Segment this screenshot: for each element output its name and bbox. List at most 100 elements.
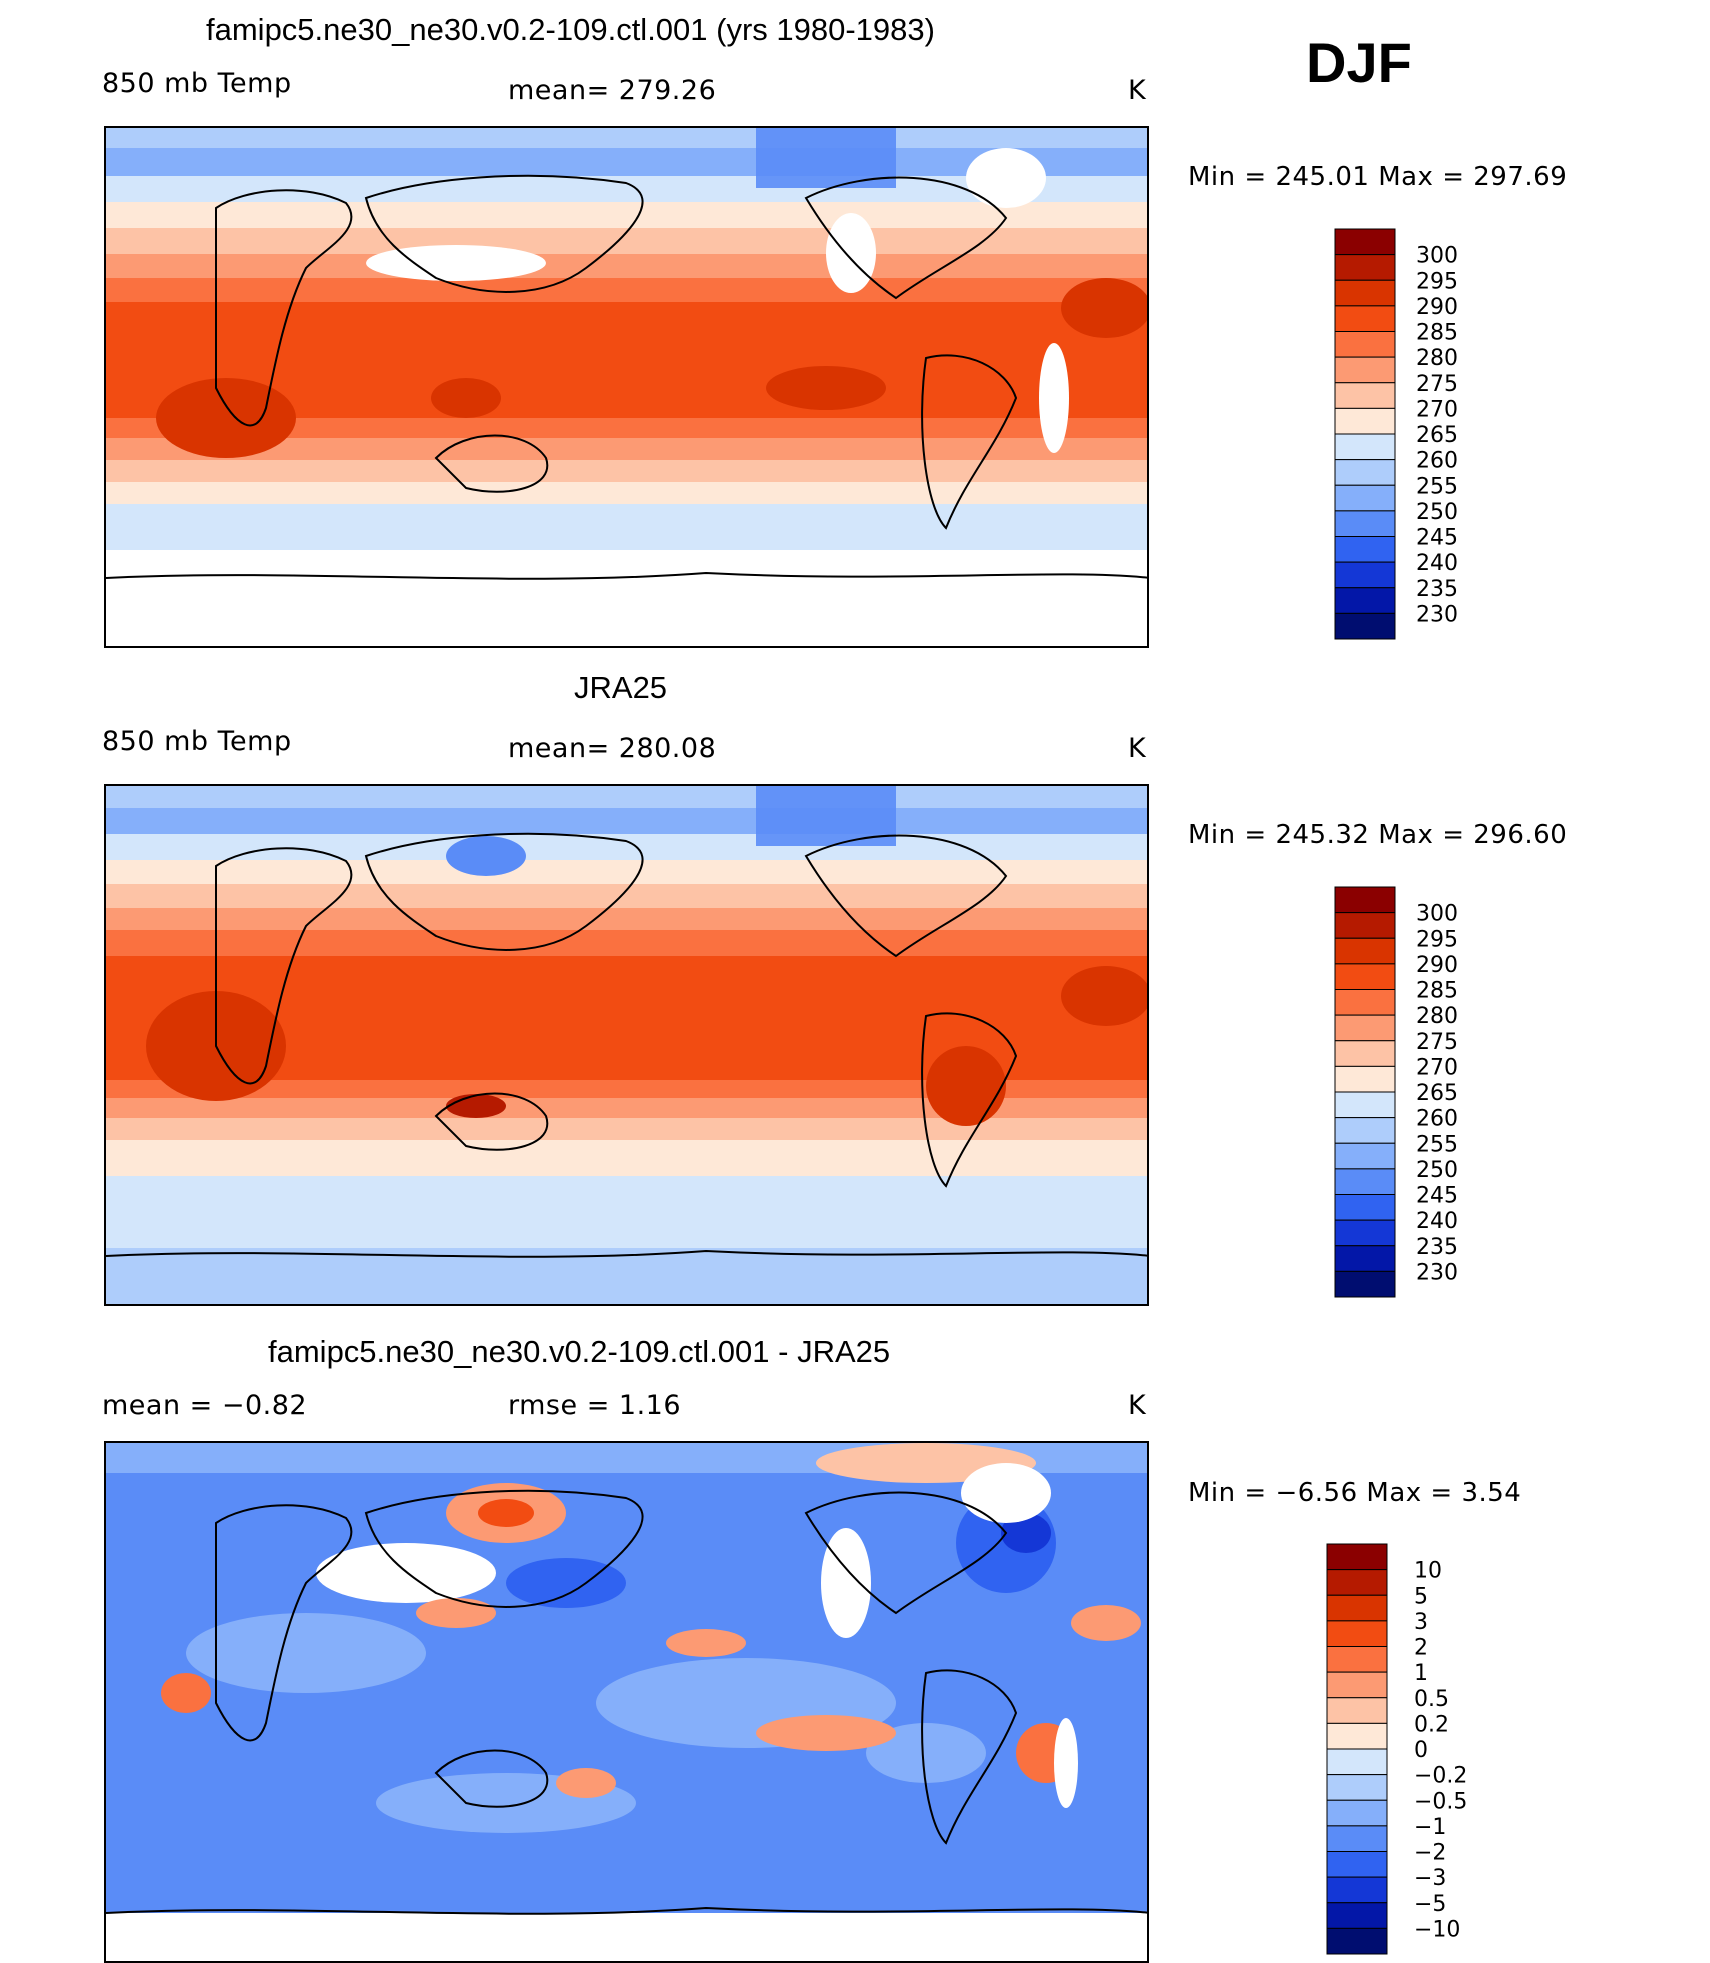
panel-3-colorbar-swatch: [1326, 1876, 1388, 1904]
panel-2-mean-label: mean= 280.08: [508, 733, 717, 764]
panel-1-colorbar-swatch: [1334, 279, 1396, 307]
panel-2-map-svg: [106, 786, 1147, 1304]
panel-1-colorbar-swatch: [1334, 305, 1396, 332]
panel-2-colorbar-swatch: [1334, 1168, 1396, 1195]
panel-1-colorbar-tick-label: 285: [1416, 321, 1458, 346]
panel-2-colorbar-tick-label: 240: [1416, 1209, 1458, 1234]
panel-1-colorbar-swatch: [1334, 561, 1396, 589]
panel-3-colorbar-tick-label: 5: [1414, 1584, 1428, 1609]
panel-3-colorbar-tick-label: −2: [1414, 1841, 1446, 1866]
panel-2-colorbar-tick-label: 280: [1416, 1004, 1458, 1029]
panel-3-colorbar-tick-label: 10: [1414, 1559, 1442, 1584]
panel-1-colorbar-tick-label: 270: [1416, 397, 1458, 422]
panel-3-title: famipc5.ne30_ne30.v0.2-109.ctl.001 - JRA…: [268, 1334, 891, 1369]
panel-1-colorbar-swatch: [1334, 356, 1396, 384]
panel-3-colorbar-swatch: [1326, 1722, 1388, 1750]
panel-2-map: [104, 784, 1149, 1306]
panel-2-colorbar-swatch: [1334, 1065, 1396, 1093]
panel-2-colorbar-tick-label: 235: [1416, 1235, 1458, 1260]
panel-3-colorbar-tick-label: 0: [1414, 1738, 1428, 1763]
panel-1-colorbar-swatch: [1334, 407, 1396, 435]
panel-1-colorbar-tick-label: 275: [1416, 372, 1458, 397]
panel-1-colorbar-tick-label: 300: [1416, 244, 1458, 269]
panel-1-title: famipc5.ne30_ne30.v0.2-109.ctl.001 (yrs …: [206, 12, 935, 47]
panel-3-colorbar-swatch: [1326, 1799, 1388, 1827]
panel-1-variable-label: 850 mb Temp: [102, 68, 292, 99]
panel-2-colorbar-tick-label: 265: [1416, 1081, 1458, 1106]
panel-2-colorbar-swatch: [1334, 886, 1396, 914]
panel-3-map: [104, 1441, 1149, 1963]
panel-1-colorbar-tick-label: 290: [1416, 295, 1458, 320]
panel-3-colorbar-swatch: [1326, 1927, 1388, 1955]
panel-3-colorbar-tick-label: 3: [1414, 1610, 1428, 1635]
panel-3-rmse-label: rmse = 1.16: [508, 1390, 682, 1421]
panel-1-colorbar-tick-label: 240: [1416, 551, 1458, 576]
panel-2-colorbar-swatch: [1334, 963, 1396, 990]
panel-1-map-svg: [106, 128, 1147, 646]
panel-1-colorbar-swatch: [1334, 510, 1396, 537]
panel-3-colorbar-swatch: [1326, 1851, 1388, 1878]
panel-2-units-label: K: [1128, 733, 1147, 764]
panel-1-min-max: Min = 245.01 Max = 297.69: [1188, 162, 1568, 192]
panel-1-colorbar-svg: 3002952902852802752702652602552502452402…: [1334, 228, 1458, 640]
panel-3-colorbar-tick-label: −1: [1414, 1815, 1446, 1840]
season-label: DJF: [1306, 31, 1412, 94]
panel-3-colorbar-tick-label: 0.5: [1414, 1687, 1449, 1712]
panel-3-colorbar-swatch: [1326, 1569, 1388, 1596]
panel-3-colorbar-swatch: [1326, 1825, 1388, 1852]
panel-3-map-svg: [106, 1443, 1147, 1961]
panel-2-colorbar-tick-label: 260: [1416, 1107, 1458, 1132]
panel-2-colorbar-swatch: [1334, 989, 1396, 1016]
panel-1-colorbar-tick-label: 230: [1416, 602, 1458, 627]
panel-1-colorbar-tick-label: 280: [1416, 346, 1458, 371]
panel-1-colorbar-swatch: [1334, 382, 1396, 409]
panel-2-colorbar-swatch: [1334, 1194, 1396, 1221]
panel-2-colorbar-tick-label: 245: [1416, 1184, 1458, 1209]
panel-3-colorbar-swatch: [1326, 1543, 1388, 1571]
panel-1-units-label: K: [1128, 75, 1147, 106]
panel-2-colorbar-swatch: [1334, 1245, 1396, 1272]
panel-3-colorbar-swatch: [1326, 1774, 1388, 1801]
panel-2-colorbar-tick-label: 300: [1416, 902, 1458, 927]
panel-3-colorbar-swatch: [1326, 1671, 1388, 1699]
panel-3-colorbar-swatch: [1326, 1697, 1388, 1724]
panel-1-colorbar-tick-label: 260: [1416, 449, 1458, 474]
panel-3-colorbar-swatch: [1326, 1620, 1388, 1647]
panel-2-title: JRA25: [574, 670, 668, 705]
panel-3-colorbar: 10 5 3 2 1 0.5 0.2 0 −0.2 −0.5 −1 −2 −3 −5 −10: [1326, 1543, 1554, 1955]
panel-1-colorbar-tick-label: 265: [1416, 423, 1458, 448]
panel-2-colorbar-swatch: [1334, 1117, 1396, 1144]
panel-3-units-label: K: [1128, 1390, 1147, 1421]
panel-3-min-max: Min = −6.56 Max = 3.54: [1188, 1478, 1522, 1508]
panel-2-colorbar-swatch: [1334, 1142, 1396, 1170]
panel-1-colorbar-tick-label: 245: [1416, 526, 1458, 551]
panel-1-map: [104, 126, 1149, 648]
panel-3-colorbar-tick-label: −0.5: [1414, 1789, 1467, 1814]
panel-2-colorbar-tick-label: 250: [1416, 1158, 1458, 1183]
panel-3-colorbar-swatch: [1326, 1902, 1388, 1929]
panel-2-colorbar-tick-label: 270: [1416, 1055, 1458, 1080]
panel-2-colorbar-swatch: [1334, 1219, 1396, 1247]
panel-1-colorbar-swatch: [1334, 254, 1396, 281]
panel-2-colorbar-tick-label: 230: [1416, 1260, 1458, 1285]
panel-1-colorbar-tick-label: 295: [1416, 269, 1458, 294]
panel-2-colorbar-tick-label: 290: [1416, 953, 1458, 978]
panel-3-colorbar-tick-label: −0.2: [1414, 1764, 1467, 1789]
panel-3-colorbar-swatch: [1326, 1748, 1388, 1776]
panel-2-colorbar-swatch: [1334, 937, 1396, 965]
panel-1-colorbar-swatch: [1334, 228, 1396, 256]
panel-1-colorbar-swatch: [1334, 331, 1396, 358]
panel-3-colorbar-swatch: [1326, 1646, 1388, 1673]
panel-3-colorbar-tick-label: −10: [1414, 1917, 1460, 1942]
panel-3-mean-label: mean = −0.82: [102, 1390, 308, 1421]
panel-2-colorbar-tick-label: 275: [1416, 1030, 1458, 1055]
panel-1-colorbar-tick-label: 235: [1416, 577, 1458, 602]
panel-3-colorbar-tick-label: −3: [1414, 1866, 1446, 1891]
panel-2-colorbar-swatch: [1334, 1014, 1396, 1042]
panel-2-colorbar-tick-label: 285: [1416, 979, 1458, 1004]
panel-1-mean-label: mean= 279.26: [508, 75, 717, 106]
panel-2-colorbar: 300 295 290 285 280 275 270 265 260 255 250 245 240 2…: [1334, 886, 1554, 1298]
panel-1-colorbar-swatch: [1334, 612, 1396, 640]
panel-2-variable-label: 850 mb Temp: [102, 726, 292, 757]
